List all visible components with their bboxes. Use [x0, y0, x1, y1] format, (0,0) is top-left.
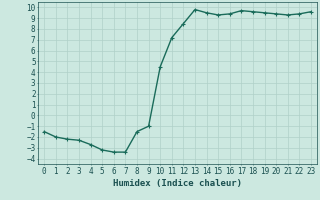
X-axis label: Humidex (Indice chaleur): Humidex (Indice chaleur) [113, 179, 242, 188]
